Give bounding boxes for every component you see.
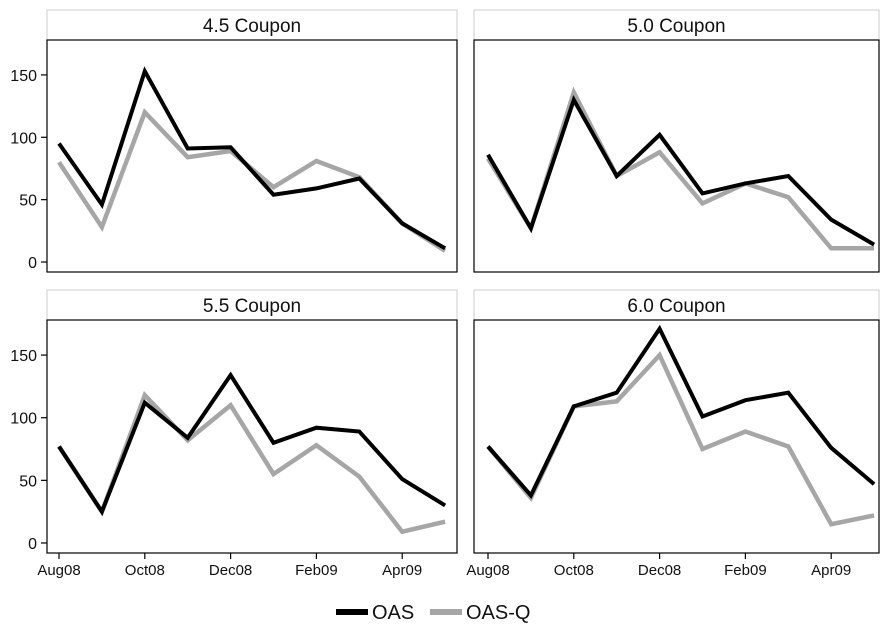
panel: 4.5 Coupon 0 50 100 150 bbox=[10, 9, 458, 273]
plot-frame bbox=[473, 319, 880, 554]
series-line-oas bbox=[57, 371, 447, 517]
x-tick-label: Dec08 bbox=[638, 562, 681, 579]
series-line-oas bbox=[486, 324, 876, 499]
series-line-oas bbox=[57, 66, 447, 251]
plot-frame bbox=[46, 39, 458, 273]
y-tick-label: 50 bbox=[19, 473, 37, 490]
panel-title-strip bbox=[46, 9, 458, 41]
y-tick-label: 0 bbox=[28, 255, 37, 272]
panel-title: 6.0 Coupon bbox=[627, 296, 725, 317]
legend-label: OAS bbox=[372, 602, 414, 624]
x-tick-label: Aug08 bbox=[37, 562, 80, 579]
x-tick-label: Feb09 bbox=[724, 562, 767, 579]
y-tick-label: 50 bbox=[19, 193, 37, 210]
x-tick-label: Oct08 bbox=[554, 562, 594, 579]
series-line-oas bbox=[486, 94, 876, 247]
legend: OAS OAS-Q bbox=[336, 602, 530, 624]
y-tick-label: 100 bbox=[10, 411, 37, 428]
y-tick-label: 0 bbox=[28, 536, 37, 553]
panel-title-strip bbox=[473, 9, 880, 41]
panel: 6.0 Coupon Aug08 Oct08 Dec08 Feb09 Apr09 bbox=[466, 289, 880, 579]
y-tick-label: 100 bbox=[10, 130, 37, 147]
panel-title: 5.5 Coupon bbox=[203, 296, 301, 317]
panels: 4.5 Coupon 0 50 100 150 5.0 Coupon 5.5 Coupon 0… bbox=[10, 9, 880, 579]
x-tick-label: Oct08 bbox=[125, 562, 165, 579]
panel-title-strip bbox=[46, 289, 458, 321]
panel: 5.0 Coupon bbox=[473, 9, 880, 273]
y-tick-label: 150 bbox=[10, 68, 37, 85]
panel: 5.5 Coupon 0 50 100 150 Aug08 Oct08 Dec08 Feb09 A… bbox=[10, 289, 458, 579]
panel-title: 4.5 Coupon bbox=[203, 16, 301, 37]
x-tick-label: Aug08 bbox=[466, 562, 509, 579]
x-tick-label: Feb09 bbox=[295, 562, 338, 579]
y-tick-label: 150 bbox=[10, 348, 37, 365]
x-tick-label: Dec08 bbox=[209, 562, 252, 579]
legend-label: OAS-Q bbox=[466, 602, 530, 624]
x-tick-label: Apr09 bbox=[811, 562, 851, 579]
panel-title: 5.0 Coupon bbox=[627, 16, 725, 37]
x-tick-label: Apr09 bbox=[382, 562, 422, 579]
